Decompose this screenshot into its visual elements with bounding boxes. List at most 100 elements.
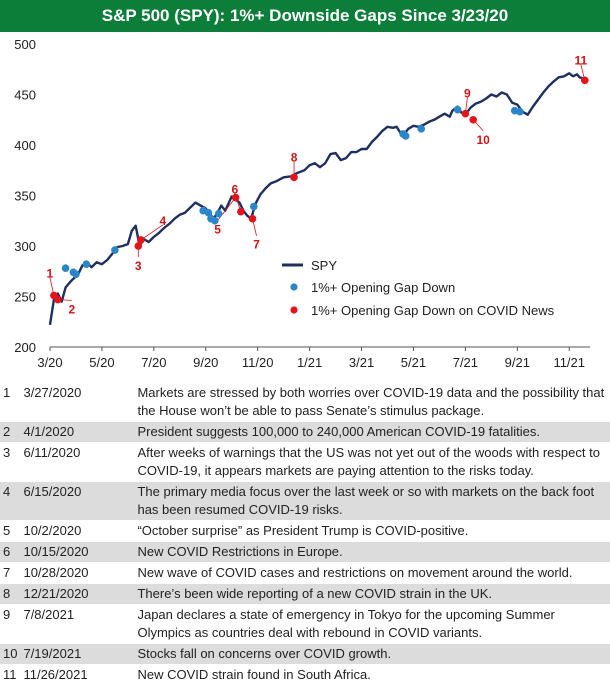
event-number: 4	[3, 484, 11, 499]
x-tick-label: 1/21	[297, 355, 322, 370]
events-table: 1 3/27/2020 Markets are stressed by both w…	[0, 383, 610, 686]
y-tick-label: 300	[14, 239, 36, 254]
gap-down-point	[204, 208, 213, 217]
event-row: 7 10/28/2020 New wave of COVID cases and r…	[0, 563, 610, 584]
gap-down-point	[249, 202, 258, 211]
covid-gap-point	[248, 214, 257, 223]
legend-spy-label: SPY	[311, 258, 337, 273]
legend-covid-label: 1%+ Opening Gap Down on COVID News	[311, 303, 555, 318]
event-row: 3 6/11/2020 After weeks of warnings that t…	[0, 443, 610, 482]
event-description: There’s been wide reporting of a new COV…	[137, 586, 493, 601]
event-row: 1 3/27/2020 Markets are stressed by both w…	[0, 383, 610, 422]
event-date: 7/19/2021	[23, 646, 82, 661]
event-row: 10 7/19/2021 Stocks fall on concerns over …	[0, 643, 610, 665]
event-number: 8	[3, 586, 11, 601]
gap-down-point	[417, 125, 426, 133]
legend-gap-label: 1%+ Opening Gap Down	[311, 280, 455, 295]
gap-down-point	[61, 264, 70, 273]
annotation-label: 7	[253, 238, 260, 252]
x-tick-label: 11/21	[553, 355, 585, 370]
x-tick-label: 7/21	[453, 355, 478, 370]
event-description: Markets are stressed by both worries ove…	[137, 385, 605, 418]
event-number: 2	[3, 424, 11, 439]
y-axis: 200 250 300 350 400 450 500	[14, 37, 36, 355]
event-number: 6	[3, 544, 11, 559]
event-description: After weeks of warnings that the US was …	[137, 445, 600, 478]
gap-down-point	[72, 270, 80, 279]
event-date: 11/26/2021	[23, 667, 88, 682]
y-tick-label: 450	[14, 88, 36, 103]
covid-gap-point	[231, 193, 240, 202]
chart-title: S&P 500 (SPY): 1%+ Downside Gaps Since 3…	[101, 6, 509, 25]
event-date: 10/2/2020	[23, 523, 82, 538]
annotation-label: 6	[231, 183, 238, 197]
y-tick-label: 500	[14, 37, 36, 52]
covid-gap-point	[469, 115, 477, 124]
event-row: 5 10/2/2020 “October surprise” as Presiden…	[0, 521, 610, 542]
annotation-label: 10	[476, 133, 490, 147]
event-date: 12/21/2020	[23, 586, 89, 601]
legend-covid-marker	[290, 306, 298, 314]
annotation-label: 9	[464, 87, 471, 101]
y-tick-label: 350	[14, 189, 36, 204]
event-date: 6/15/2020	[23, 484, 82, 499]
event-number: 9	[3, 607, 11, 622]
y-tick-label: 250	[14, 290, 36, 305]
y-tick-label: 400	[14, 138, 36, 153]
gap-down-point	[453, 105, 462, 114]
event-number: 7	[3, 565, 11, 580]
event-number: 3	[3, 445, 11, 460]
covid-gap-point	[134, 242, 143, 250]
event-description: New wave of COVID cases and restrictions…	[137, 565, 573, 580]
x-tick-label: 9/21	[505, 355, 530, 370]
event-description: “October surprise” as President Trump is…	[137, 523, 469, 538]
x-axis: 3/20 5/20 7/20 9/20 11/20 1/21 3/21 5/21 7/21 9/2…	[37, 346, 590, 370]
spy-line-path	[48, 72, 585, 325]
x-tick-label: 11/20	[242, 355, 274, 370]
event-row: 11 11/26/2021 New COVID strain found in So…	[0, 665, 610, 686]
gap-down-point	[82, 260, 91, 268]
annotation-label: 2	[68, 303, 75, 317]
event-date: 7/8/2021	[23, 607, 75, 622]
event-description: President suggests 100,000 to 240,000 Am…	[137, 424, 540, 439]
event-description: New COVID Restrictions in Europe.	[137, 544, 343, 559]
title-bar	[0, 0, 610, 32]
event-row: 6 10/15/2020 New COVID Restrictions in Eur…	[0, 541, 610, 563]
annotation-label: 5	[214, 223, 221, 237]
covid-gap-point	[581, 76, 589, 85]
covid-gap-point	[53, 295, 62, 304]
event-row: 8 12/21/2020 There’s been wide reporting o…	[0, 583, 610, 605]
event-date: 10/15/2020	[23, 544, 89, 559]
event-description: Stocks fall on concerns over COVID growt…	[137, 646, 392, 661]
event-number: 10	[3, 646, 18, 661]
x-tick-label: 5/21	[401, 355, 426, 370]
gap-markers	[50, 76, 589, 304]
event-number: 5	[3, 523, 11, 538]
legend: SPY 1%+ Opening Gap Down 1%+ Opening Gap…	[282, 258, 555, 318]
x-tick-label: 9/20	[193, 355, 218, 370]
annotations: 1 2 3 4 5 6 7 8 9 10 11	[47, 53, 588, 316]
gap-down-point	[211, 216, 219, 225]
annotation-label: 1	[47, 266, 54, 280]
gap-down-point	[401, 132, 410, 140]
covid-gap-point	[461, 109, 470, 118]
annotation-leader	[140, 224, 164, 241]
event-row: 2 4/1/2020 President suggests 100,000 to 2…	[0, 421, 610, 443]
event-date: 10/28/2020	[23, 565, 89, 580]
x-tick-label: 7/20	[141, 355, 166, 370]
event-date: 3/27/2020	[23, 385, 82, 400]
event-row: 9 7/8/2021 Japan declares a state of emerg…	[0, 605, 610, 644]
x-tick-label: 3/21	[349, 355, 374, 370]
x-tick-label: 3/20	[37, 355, 62, 370]
annotation-label: 3	[135, 259, 142, 273]
covid-gap-point	[237, 207, 245, 216]
spy-line	[48, 72, 585, 325]
event-number: 1	[3, 385, 11, 400]
y-tick-label: 200	[14, 340, 36, 355]
event-description: The primary media focus over the last we…	[137, 484, 595, 517]
event-description: New COVID strain found in South Africa.	[137, 667, 371, 682]
event-row: 4 6/15/2020 The primary media focus over t…	[0, 481, 610, 521]
covid-gap-point	[290, 173, 298, 182]
gap-down-point	[516, 107, 524, 116]
